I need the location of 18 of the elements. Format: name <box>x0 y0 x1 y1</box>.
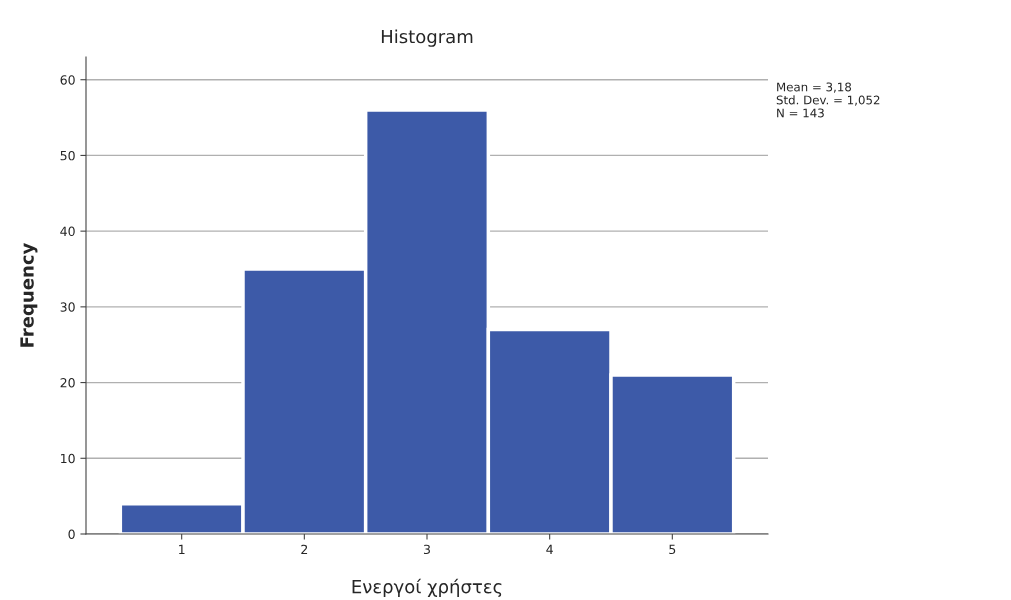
x-tick-label: 1 <box>179 544 185 554</box>
y-tick-label: 30 <box>60 302 75 312</box>
text: Mean = 3,18 <box>777 82 852 93</box>
text: Std. Dev. = 1,052 <box>776 95 880 106</box>
y-axis-title: Frequency <box>20 242 38 347</box>
y-tick-label: 50 <box>60 150 75 161</box>
x-tick-label: 4 <box>546 544 553 554</box>
chart-title: Histogram <box>381 29 473 47</box>
text: N = 143 <box>777 108 824 118</box>
x-axis-title: Ενεργοί χρήστες <box>352 578 502 597</box>
y-tick-label: 0 <box>68 529 75 539</box>
y-tick-label: 40 <box>60 226 75 237</box>
y-tick-label: 10 <box>61 453 75 464</box>
x-tick-label: 3 <box>423 544 430 555</box>
x-tick-label: 5 <box>669 544 676 555</box>
y-tick-label: 20 <box>60 378 75 388</box>
y-tick-label: 60 <box>60 75 75 85</box>
x-tick-label: 2 <box>301 544 308 554</box>
